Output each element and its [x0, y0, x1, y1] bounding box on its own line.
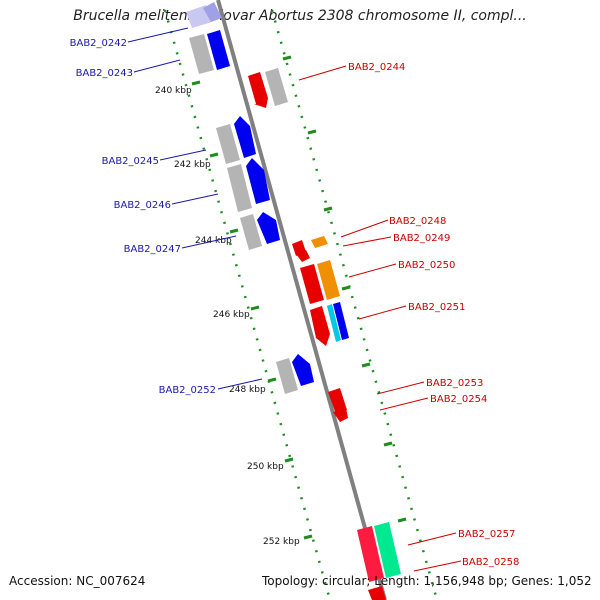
gene-label-BAB2_0254[interactable]: BAB2_0254	[430, 394, 487, 405]
gene-BAB2_0245-grey[interactable]	[216, 124, 240, 164]
gene-label-BAB2_0242[interactable]: BAB2_0242	[70, 38, 127, 49]
gene-BAB2_0254[interactable]	[333, 408, 348, 422]
gene-BAB2_0249b[interactable]	[296, 250, 310, 262]
gene-BAB2_0244-grey[interactable]	[265, 68, 288, 106]
gene-BAB2_0252-grey[interactable]	[276, 358, 298, 394]
gene-label-BAB2_0257[interactable]: BAB2_0257	[458, 529, 515, 540]
gene-BAB2_0250-red[interactable]	[300, 264, 324, 304]
gene-BAB2_0251-red[interactable]	[310, 306, 330, 346]
summary-text: Topology: circular; Length: 1,156,948 bp…	[262, 574, 592, 588]
gene-BAB2_0253[interactable]	[328, 388, 347, 414]
gene-BAB2_0250[interactable]	[317, 260, 340, 300]
gene-BAB2_0247-grey[interactable]	[240, 214, 262, 250]
gene-label-BAB2_0251[interactable]: BAB2_0251	[408, 302, 465, 313]
scale-label-240: 240 kbp	[155, 86, 192, 96]
accession-text: Accession: NC_007624	[9, 574, 146, 588]
gene-BAB2_0243[interactable]	[207, 30, 230, 70]
gene-BAB2_0257-red[interactable]	[357, 526, 384, 582]
scale-label-242: 242 kbp	[174, 160, 211, 170]
gene-label-BAB2_0246[interactable]: BAB2_0246	[114, 200, 171, 211]
gene-BAB2_0245[interactable]	[234, 116, 256, 158]
gene-label-BAB2_0249[interactable]: BAB2_0249	[393, 233, 450, 244]
gene-label-BAB2_0247[interactable]: BAB2_0247	[124, 244, 181, 255]
gene-label-BAB2_0250[interactable]: BAB2_0250	[398, 260, 455, 271]
leader-lines	[127, 27, 462, 572]
chromosome-backbone	[216, 0, 387, 600]
gene-BAB2_0251[interactable]	[333, 302, 349, 340]
gene-label-BAB2_0245[interactable]: BAB2_0245	[102, 156, 159, 167]
gene-BAB2_0251-cyan[interactable]	[327, 304, 341, 342]
gene-label-BAB2_0253[interactable]: BAB2_0253	[426, 378, 483, 389]
scale-ticks	[191, 55, 407, 540]
scale-label-252: 252 kbp	[263, 537, 300, 547]
gene-BAB2_0248[interactable]	[311, 236, 328, 248]
gene-label-BAB2_0258[interactable]: BAB2_0258	[462, 557, 519, 568]
scale-label-246: 246 kbp	[213, 310, 250, 320]
gene-label-BAB2_0244[interactable]: BAB2_0244	[348, 62, 405, 73]
gene-BAB2_0246[interactable]	[246, 158, 270, 204]
scale-label-248: 248 kbp	[229, 385, 266, 395]
gene-BAB2_0258[interactable]	[368, 586, 386, 600]
right-gene-labels: BAB2_0244 BAB2_0248 BAB2_0249 BAB2_0250 …	[348, 62, 519, 568]
scale-label-250: 250 kbp	[247, 462, 284, 472]
gene-label-BAB2_0248[interactable]: BAB2_0248	[389, 216, 446, 227]
gene-BAB2_0244[interactable]	[248, 72, 268, 108]
gene-BAB2_0242-arrow[interactable]	[203, 2, 222, 22]
gene-BAB2_0247[interactable]	[257, 212, 280, 244]
left-gene-labels: BAB2_0242 BAB2_0243 BAB2_0245 BAB2_0246 …	[70, 38, 216, 396]
gene-BAB2_0246-grey[interactable]	[227, 164, 252, 212]
gene-label-BAB2_0243[interactable]: BAB2_0243	[76, 68, 133, 79]
gene-BAB2_0243-grey[interactable]	[189, 34, 214, 74]
gene-BAB2_0257[interactable]	[374, 522, 401, 578]
gene-label-BAB2_0252[interactable]: BAB2_0252	[159, 385, 216, 396]
gene-features	[186, 2, 401, 600]
gene-BAB2_0252[interactable]	[292, 354, 314, 386]
